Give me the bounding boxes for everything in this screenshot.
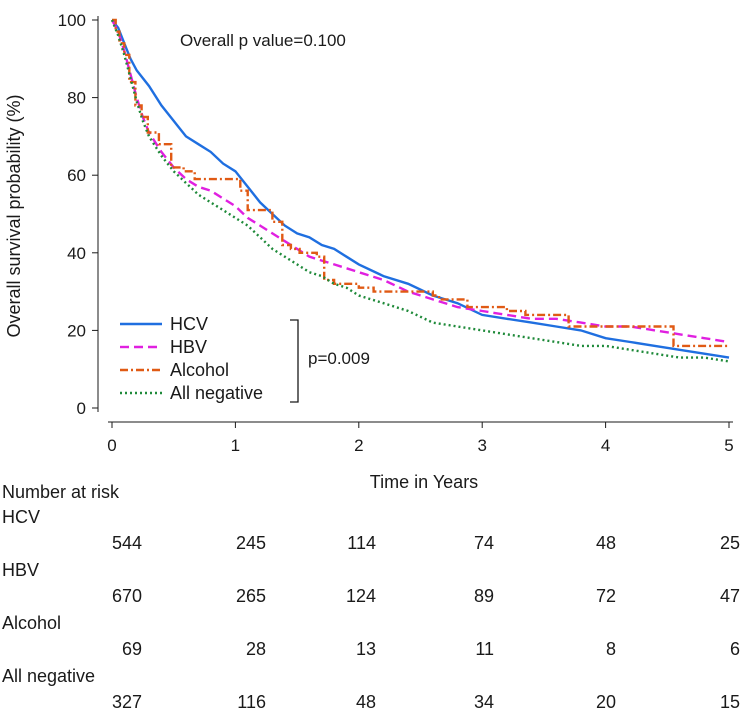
x-tick-label-5: 5 — [724, 436, 733, 455]
y-tick-label-80: 80 — [67, 89, 86, 108]
risk-count-all-negative-4: 20 — [595, 692, 616, 712]
legend-bracket — [290, 319, 299, 403]
series-line-all-negative — [110, 19, 730, 363]
y-tick-label-60: 60 — [67, 166, 86, 185]
series-line-hcv — [111, 19, 730, 359]
survival-curves — [110, 18, 730, 363]
legend-label-alcohol: Alcohol — [170, 360, 229, 380]
risk-count-all-negative-3: 34 — [473, 692, 494, 712]
series-line-hbv — [110, 19, 730, 344]
x-axis-title: Time in Years — [370, 472, 478, 492]
series-line-alcohol — [112, 18, 729, 348]
x-tick-label-3: 3 — [477, 436, 486, 455]
legend-label-hcv: HCV — [170, 314, 208, 334]
risk-count-all-negative-5: 15 — [719, 692, 740, 712]
overall-p-value: Overall p value=0.100 — [180, 31, 346, 50]
risk-count-all-negative-2: 48 — [355, 692, 376, 712]
legend: HCV HBV Alcohol All negative — [120, 314, 299, 403]
legend-label-all-negative: All negative — [170, 383, 263, 403]
y-axis-title: Overall survival probability (%) — [4, 94, 24, 337]
y-tick-label-40: 40 — [67, 244, 86, 263]
x-tick-label-2: 2 — [354, 436, 363, 455]
y-tick-label-0: 0 — [77, 399, 86, 418]
p-value-bracket-label: p=0.009 — [308, 349, 370, 368]
legend-label-hbv: HBV — [170, 337, 207, 357]
survival-chart: 0 20 40 60 80 100 0 1 2 3 4 5 HCV HBV Alcohol All nega… — [4, 11, 734, 492]
risk-count-all-negative-0: 327 — [111, 692, 142, 712]
risk-count-all-negative-1: 116 — [237, 692, 266, 712]
y-tick-label-100: 100 — [58, 11, 86, 30]
x-tick-label-1: 1 — [231, 436, 240, 455]
y-tick-label-20: 20 — [67, 321, 86, 340]
x-tick-label-0: 0 — [107, 436, 116, 455]
axes: 0 20 40 60 80 100 0 1 2 3 4 5 — [58, 11, 734, 455]
x-tick-label-4: 4 — [601, 436, 610, 455]
